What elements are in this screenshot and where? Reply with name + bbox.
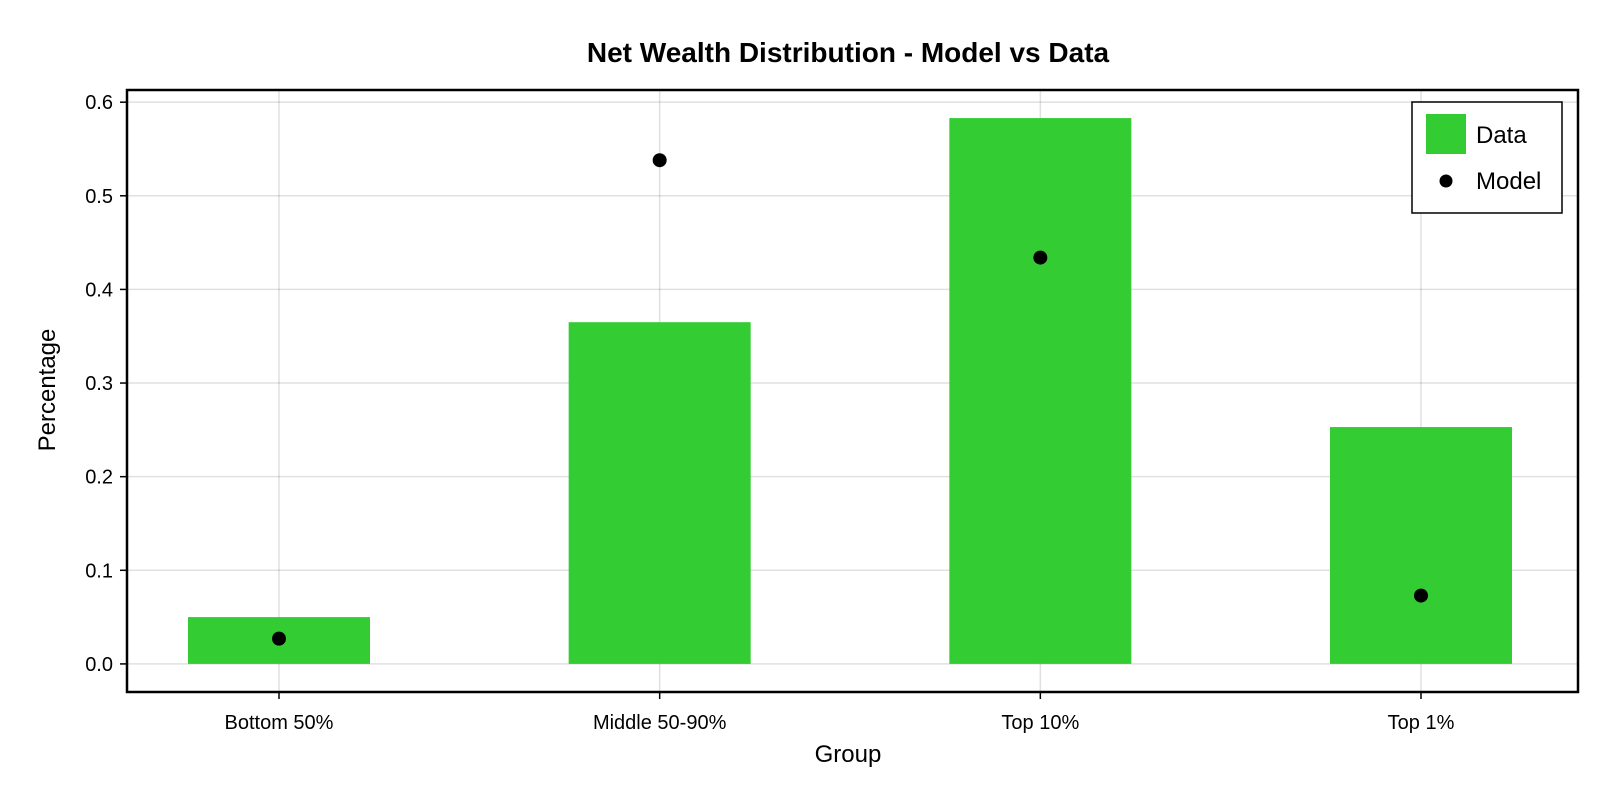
x-tick-label: Middle 50-90% [593, 712, 727, 734]
y-tick-label: 0.0 [85, 654, 113, 676]
legend-label-model: Model [1476, 168, 1541, 195]
y-tick-label: 0.1 [85, 560, 113, 582]
bar-series-data [188, 118, 1512, 664]
legend: Data Model [1411, 101, 1563, 214]
x-tick-label: Top 10% [1001, 712, 1079, 734]
y-tick-label: 0.4 [85, 279, 113, 301]
y-axis: 0.0 0.1 0.2 0.3 0.4 0.5 0.6 [85, 92, 127, 676]
bar-data [949, 118, 1132, 664]
point-model [272, 631, 286, 646]
x-axis: Bottom 50% Middle 50-90% Top 10% Top 1% [225, 692, 1455, 734]
point-model [1033, 250, 1048, 265]
bar-data [1330, 427, 1512, 664]
y-axis-title: Percentage [34, 329, 61, 452]
legend-swatch-data [1426, 114, 1466, 154]
x-axis-title: Group [815, 741, 882, 768]
y-tick-label: 0.2 [85, 467, 113, 489]
x-tick-label: Bottom 50% [225, 712, 334, 734]
point-model [1414, 588, 1428, 603]
legend-swatch-model [1439, 174, 1453, 188]
point-model [652, 153, 667, 168]
scatter-series-model [272, 153, 1428, 646]
x-tick-label: Top 1% [1388, 712, 1455, 734]
bar-data [568, 322, 751, 664]
chart-title: Net Wealth Distribution - Model vs Data [587, 37, 1110, 68]
y-tick-label: 0.6 [85, 92, 113, 114]
y-tick-label: 0.5 [85, 186, 113, 208]
plot-frame [125, 88, 1580, 694]
legend-label-data: Data [1476, 122, 1527, 149]
y-tick-label: 0.3 [85, 373, 113, 395]
